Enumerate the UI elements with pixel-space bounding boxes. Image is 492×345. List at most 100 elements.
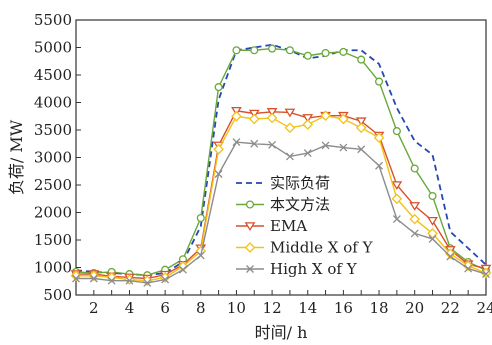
legend-marker (244, 242, 256, 253)
y-tick-label: 4500 (34, 66, 72, 84)
data-point (196, 251, 205, 260)
data-point (427, 228, 438, 239)
y-tick-label: 5000 (34, 39, 72, 57)
series-line (76, 141, 487, 284)
x-tick-label: 10 (227, 299, 246, 317)
data-point (392, 215, 401, 224)
x-tick-label: 14 (298, 299, 317, 317)
y-axis-label: 负荷/ MW (7, 119, 26, 195)
legend-label: Middle X of Y (270, 239, 374, 257)
data-point (161, 275, 170, 284)
data-point (409, 213, 421, 225)
data-point (214, 83, 223, 92)
data-point (357, 145, 366, 154)
data-point (409, 202, 421, 211)
legend-label: High X of Y (270, 260, 358, 278)
data-point (391, 193, 403, 205)
data-point (320, 110, 331, 122)
legend-label: 本文方法 (270, 196, 330, 214)
data-point (268, 140, 277, 149)
data-point (232, 46, 241, 55)
data-point (232, 138, 241, 147)
series-0 (75, 43, 487, 277)
data-point (410, 164, 419, 173)
x-tick-label: 8 (196, 299, 206, 317)
data-point (302, 114, 314, 123)
data-point (214, 170, 223, 178)
data-point (303, 149, 312, 158)
legend-marker (245, 200, 255, 209)
data-point (302, 119, 314, 130)
data-point (427, 216, 438, 226)
legend-marker (246, 265, 254, 273)
data-point (106, 272, 117, 283)
data-point (285, 46, 294, 55)
legend-entry: High X of Y (236, 260, 358, 278)
data-point (410, 229, 419, 238)
data-point (375, 161, 384, 170)
x-tick-label: 2 (89, 299, 99, 317)
legend-label: 实际负荷 (270, 174, 330, 192)
data-point (355, 117, 367, 127)
data-point (373, 132, 385, 144)
data-point (355, 122, 367, 134)
series-line (75, 43, 487, 277)
x-tick-label: 22 (441, 299, 460, 317)
legend-label: EMA (270, 217, 307, 235)
legend-marker (244, 222, 256, 232)
x-tick-label: 20 (405, 299, 424, 317)
data-point (266, 108, 278, 117)
data-point (178, 265, 187, 274)
ticks-layer: 500 1000 1500 2000 2500 3000 3500 4000 4500 5000 5… (34, 11, 492, 317)
legend-entry: 本文方法 (236, 196, 330, 214)
data-point (339, 47, 348, 56)
data-point (357, 55, 366, 64)
data-point (482, 270, 490, 279)
data-point (391, 181, 403, 191)
series-3 (70, 110, 492, 287)
y-tick-label: 1500 (34, 231, 72, 249)
data-point (284, 108, 296, 118)
data-point (268, 44, 277, 53)
data-point (303, 51, 312, 60)
y-tick-label: 2500 (34, 176, 72, 194)
data-point (374, 77, 384, 86)
y-tick-label: 3000 (34, 149, 72, 167)
data-point (339, 143, 348, 152)
data-point (285, 152, 294, 161)
data-point (89, 274, 98, 283)
y-tick-label: 500 (43, 286, 72, 304)
y-tick-label: 2000 (34, 204, 72, 222)
legend-entry: 实际负荷 (236, 174, 330, 192)
y-tick-label: 5500 (34, 11, 72, 29)
data-point (428, 191, 437, 201)
y-tick-label: 4000 (34, 94, 72, 112)
data-point (196, 213, 205, 223)
series-layer (70, 43, 492, 287)
x-tick-label: 24 (476, 299, 492, 317)
x-tick-label: 12 (263, 299, 282, 317)
data-point (446, 252, 455, 261)
x-tick-label: 18 (369, 299, 388, 317)
data-point (70, 270, 82, 282)
data-point (428, 234, 437, 243)
data-point (231, 110, 242, 122)
data-point (266, 112, 278, 124)
data-point (462, 260, 474, 272)
x-tick-label: 4 (125, 299, 135, 317)
legend-entry: EMA (236, 217, 307, 235)
x-tick-label: 6 (160, 299, 170, 317)
data-point (321, 141, 330, 150)
data-point (284, 122, 296, 134)
data-point (250, 46, 259, 55)
x-axis-label: 时间/ h (255, 323, 308, 342)
y-tick-label: 3500 (34, 121, 72, 139)
x-tick-label: 16 (334, 299, 353, 317)
data-point (125, 276, 134, 285)
data-point (143, 278, 152, 287)
data-point (445, 248, 456, 260)
data-point (72, 274, 80, 283)
data-point (250, 139, 259, 148)
